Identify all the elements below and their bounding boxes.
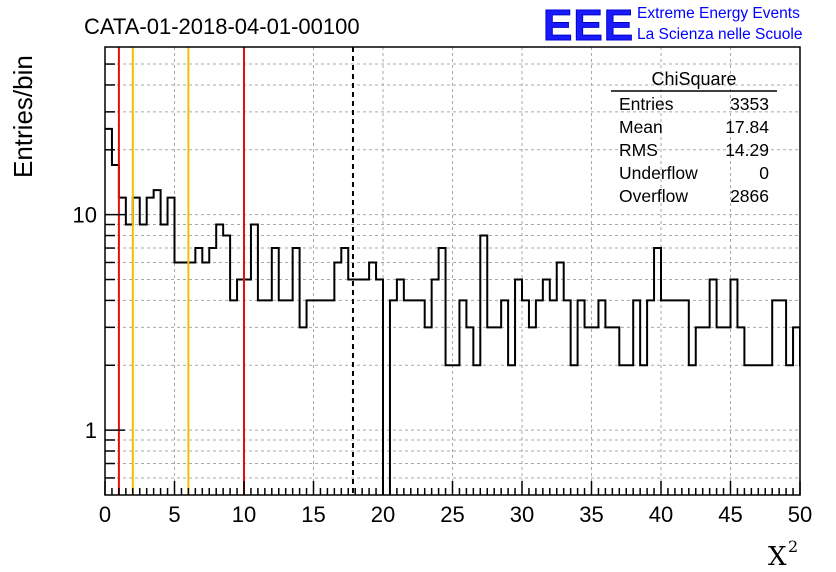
stats-label: Mean: [619, 117, 663, 137]
stats-label: Underflow: [619, 163, 698, 183]
histogram-outline: [105, 127, 800, 495]
stats-value: 2866: [730, 186, 769, 206]
stats-box: ChiSquare Entries 3353 Mean 17.84 RMS 14.29 Un…: [611, 69, 777, 206]
eee-logo-line2: La Scienza nelle Scuole: [637, 26, 802, 43]
axes: 0 5 10 15 20 25 30 35 40 45 50 1 10: [73, 63, 812, 527]
x-axis-label-group: X 2: [768, 537, 798, 572]
x-tick-label: 25: [440, 502, 464, 527]
stats-label: Entries: [619, 94, 674, 114]
x-tick-label: 0: [99, 502, 111, 527]
x-tick-label: 5: [168, 502, 180, 527]
eee-logo: EEE Extreme Energy Events La Scienza nel…: [543, 1, 803, 51]
chart-title: CATA-01-2018-04-01-00100: [84, 14, 360, 39]
x-tick-label: 50: [788, 502, 812, 527]
y-axis-label: Entries/bin: [8, 55, 38, 178]
stats-rows: Entries 3353 Mean 17.84 RMS 14.29 Underflow 0 Ov…: [619, 94, 769, 206]
stats-value: 0: [759, 163, 769, 183]
x-tick-label: 45: [718, 502, 742, 527]
y-tick-label: 1: [85, 418, 97, 443]
x-tick-label: 30: [510, 502, 534, 527]
x-tick-label: 40: [649, 502, 673, 527]
eee-logo-line1: Extreme Energy Events: [637, 5, 800, 22]
x-axis-label-superscript: 2: [788, 537, 798, 556]
reference-lines: [117, 47, 354, 495]
stats-title: ChiSquare: [651, 69, 736, 89]
eee-logo-mark: EEE: [543, 1, 634, 50]
stats-value: 17.84: [725, 117, 769, 137]
stats-label: Overflow: [619, 186, 688, 206]
x-tick-label: 10: [232, 502, 256, 527]
x-axis-label: X: [768, 542, 787, 572]
grid-lines: [105, 47, 800, 495]
y-tick-label: 10: [73, 203, 97, 228]
stats-value: 14.29: [725, 140, 769, 160]
stats-value: 3353: [730, 94, 769, 114]
x-tick-label: 35: [579, 502, 603, 527]
stats-label: RMS: [619, 140, 658, 160]
x-tick-label: 15: [301, 502, 325, 527]
histogram-bars: [105, 127, 800, 495]
x-tick-label: 20: [371, 502, 395, 527]
